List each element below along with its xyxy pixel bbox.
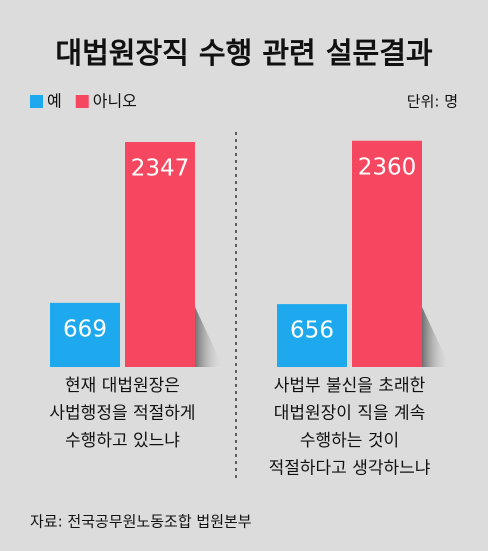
source-label: 자료: 전국공무원노동조합 법원본부 — [30, 513, 252, 531]
value-label: 2347 — [131, 156, 190, 182]
legend-swatch — [30, 95, 43, 108]
category-label: 수행하는 것이 — [300, 431, 399, 451]
category-label: 사법부 불신을 초래한 — [274, 376, 426, 396]
value-label: 2360 — [358, 154, 417, 180]
unit-label: 단위: 명 — [407, 93, 458, 111]
value-label: 669 — [63, 316, 107, 342]
bar-shadow — [422, 307, 450, 367]
category-label: 대법원장이 직을 계속 — [274, 404, 426, 424]
category-label: 적절하다고 생각하느냐 — [269, 459, 431, 479]
legend-swatch — [75, 95, 89, 108]
category-label: 현재 대법원장은 — [65, 376, 180, 396]
value-label: 656 — [290, 318, 334, 344]
legend-label: 예 — [47, 92, 62, 111]
category-label: 사법행정을 적절하게 — [49, 404, 195, 424]
bar — [50, 302, 120, 367]
category-label: 수행하고 있느냐 — [65, 431, 180, 451]
bar — [125, 142, 195, 367]
bar-shadow — [195, 307, 223, 367]
legend-label: 아니오 — [93, 92, 137, 111]
bar — [352, 140, 422, 367]
bar — [277, 304, 347, 367]
chart-title: 대법원장직 수행 관련 설문결과 — [55, 36, 432, 70]
